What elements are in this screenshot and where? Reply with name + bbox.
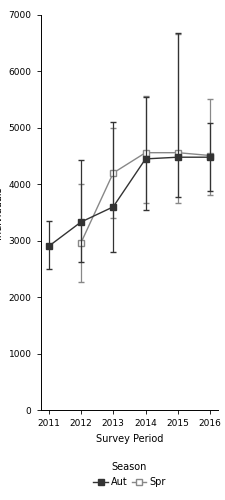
X-axis label: Survey Period: Survey Period	[96, 434, 163, 444]
Y-axis label: Individuals: Individuals	[0, 186, 3, 239]
Legend: Aut, Spr: Aut, Spr	[90, 458, 169, 491]
